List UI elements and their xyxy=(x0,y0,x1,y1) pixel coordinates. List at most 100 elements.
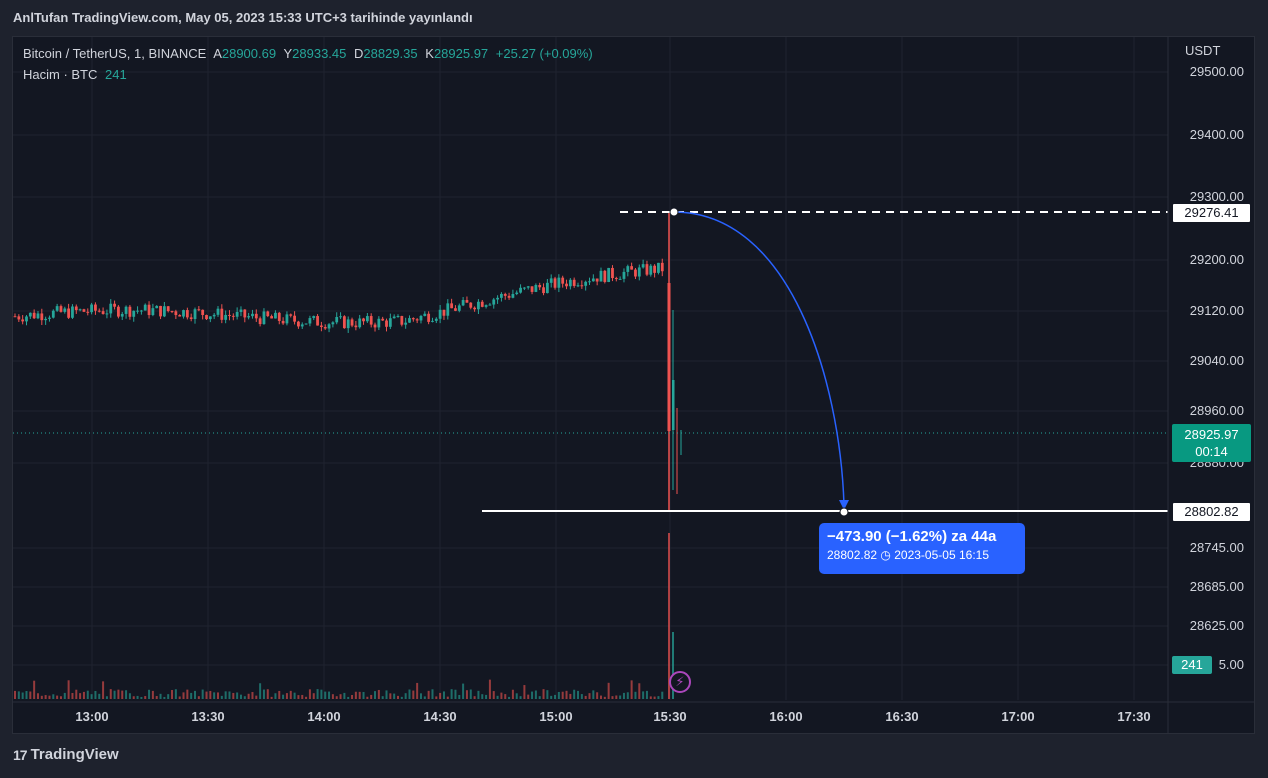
volume-bar xyxy=(642,691,645,699)
volume-bar xyxy=(312,693,315,699)
candle-body xyxy=(557,277,561,288)
volume-bar xyxy=(308,689,311,699)
volume-bar xyxy=(255,695,258,699)
candle-body xyxy=(404,322,408,325)
candle-body xyxy=(580,285,584,287)
volume-bar xyxy=(645,690,648,699)
volume-bar xyxy=(481,694,484,699)
volume-bar xyxy=(171,690,174,699)
volume-bar xyxy=(374,691,377,699)
volume-bar xyxy=(167,694,170,699)
candle-body xyxy=(239,309,243,312)
time-tick-label: 14:00 xyxy=(307,709,340,724)
volume-spike-bar xyxy=(668,533,670,699)
candle-body xyxy=(323,326,327,329)
candle-body xyxy=(40,313,44,321)
volume-bar xyxy=(381,696,384,699)
candle-body xyxy=(618,278,622,280)
candle-countdown: 00:14 xyxy=(1195,444,1228,459)
last-price: 28925.97 xyxy=(1184,427,1239,442)
volume-label: Hacim · BTC xyxy=(23,67,98,82)
volume-bar xyxy=(534,690,537,699)
volume-bar xyxy=(297,695,300,699)
volume-bar xyxy=(504,694,507,699)
tradingview-footer[interactable]: 17 TradingView xyxy=(13,746,119,763)
candle-body xyxy=(484,305,488,307)
volume-bar xyxy=(266,689,269,699)
volume-bar xyxy=(285,693,288,699)
measure-time: 16:15 xyxy=(958,548,989,562)
volume-bar xyxy=(393,693,396,699)
volume-bar xyxy=(270,696,273,699)
candle-body xyxy=(25,316,28,322)
candle-body xyxy=(388,318,392,327)
volume-legend[interactable]: Hacim · BTC 241 xyxy=(23,67,131,82)
price-tick-label: 29500.00 xyxy=(1190,64,1244,79)
volume-bar xyxy=(450,689,453,699)
candle-body xyxy=(526,286,530,288)
candle-body xyxy=(427,313,431,322)
volume-bar xyxy=(48,695,51,699)
candle-body xyxy=(189,317,193,320)
candle-body xyxy=(465,300,469,303)
volume-bar xyxy=(213,692,216,699)
lightning-icon[interactable]: ⚡ xyxy=(669,671,691,693)
volume-bar xyxy=(251,692,254,699)
volume-bar xyxy=(611,696,614,699)
volume-bar xyxy=(347,696,350,699)
candle-body xyxy=(637,267,641,277)
volume-bar xyxy=(144,696,147,699)
volume-bar xyxy=(454,689,457,699)
candle-body xyxy=(151,308,155,316)
candle-body xyxy=(500,293,503,298)
volume-bar xyxy=(358,691,361,699)
volume-bar xyxy=(599,695,602,699)
volume-bar xyxy=(52,694,55,699)
volume-bar xyxy=(274,693,277,699)
volume-bar xyxy=(117,689,120,699)
candle-body xyxy=(392,316,396,319)
volume-bar xyxy=(477,690,480,699)
candle-body xyxy=(86,311,90,313)
candle-body xyxy=(97,310,101,312)
volume-bar xyxy=(351,695,354,699)
price-tick-label: 28625.00 xyxy=(1190,618,1244,633)
volume-bar xyxy=(508,696,511,699)
price-tick-label: 29300.00 xyxy=(1190,189,1244,204)
volume-bar xyxy=(205,691,208,699)
volume-bar xyxy=(305,696,308,699)
candle-body xyxy=(595,278,599,282)
volume-bar xyxy=(492,691,495,699)
candle-body xyxy=(300,324,304,327)
candle-body xyxy=(496,297,499,300)
volume-bar xyxy=(90,694,93,699)
volume-bar xyxy=(178,696,181,699)
volume-bar xyxy=(228,691,231,699)
candle-body xyxy=(530,286,534,292)
volume-bar xyxy=(140,696,143,699)
volume-bar xyxy=(216,692,219,699)
volume-bar xyxy=(561,691,564,699)
start-point-handle xyxy=(669,207,679,217)
candle-body xyxy=(231,315,235,317)
candle-body xyxy=(224,314,228,320)
price-tick-label: 29400.00 xyxy=(1190,127,1244,142)
candle-body xyxy=(136,310,139,312)
volume-bar xyxy=(25,690,28,699)
volume-bar xyxy=(128,693,131,699)
volume-bar xyxy=(278,690,281,699)
candle-body xyxy=(415,319,419,321)
volume-bar xyxy=(554,694,557,699)
candle-body xyxy=(346,319,350,329)
candle-body xyxy=(561,277,565,284)
time-tick-label: 15:30 xyxy=(653,709,686,724)
chart-pane[interactable] xyxy=(12,36,1255,734)
volume-bar xyxy=(174,689,177,699)
candle-body xyxy=(197,309,201,311)
volume-bar xyxy=(661,691,664,699)
volume-bar xyxy=(259,683,262,699)
volume-bar xyxy=(232,692,235,699)
candle-body xyxy=(611,267,614,279)
symbol-legend[interactable]: Bitcoin / TetherUS, 1, BINANCE A28900.69… xyxy=(23,46,597,61)
